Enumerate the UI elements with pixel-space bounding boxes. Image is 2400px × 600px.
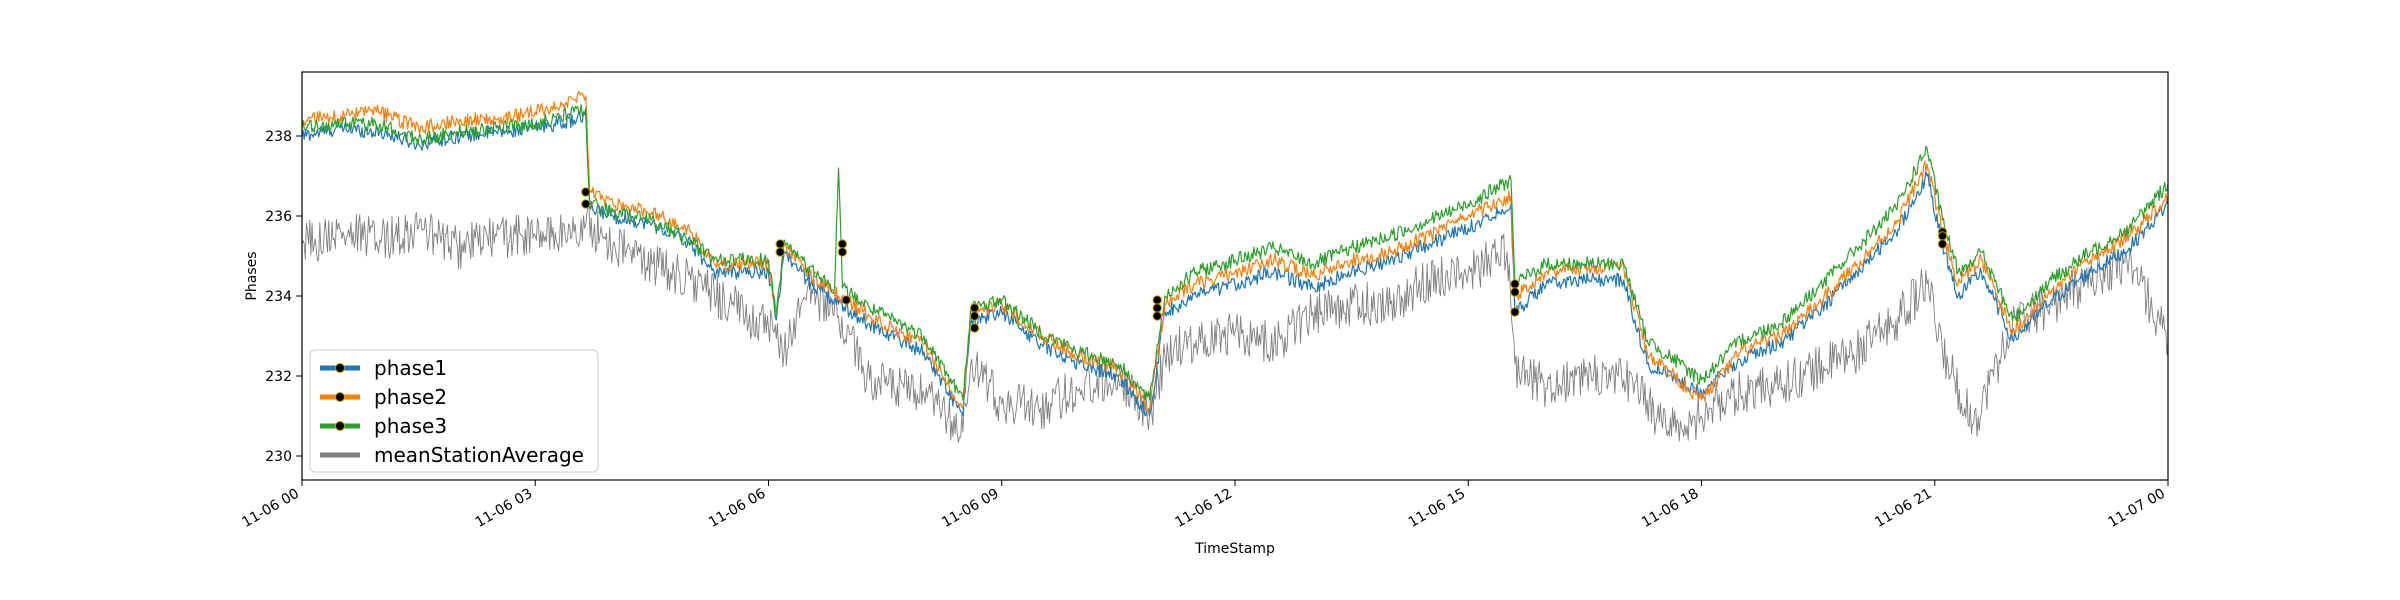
plot-content — [302, 90, 2168, 443]
anomaly-marker — [581, 199, 591, 209]
anomaly-marker — [1937, 231, 1948, 241]
anomaly-marker — [1152, 311, 1162, 321]
x-tick-label: 11-06 12 — [1172, 486, 1235, 531]
anomaly-marker — [775, 247, 785, 257]
y-tick-label: 230 — [265, 449, 292, 465]
anomaly-marker — [969, 303, 980, 313]
anomaly-marker — [1152, 303, 1162, 313]
legend-label-meanStationAverage: meanStationAverage — [374, 443, 584, 467]
y-axis: 230 232 234 236 238 — [265, 129, 302, 465]
anomaly-marker — [775, 239, 785, 249]
y-tick-label: 238 — [265, 129, 292, 145]
legend-label-phase1: phase1 — [374, 356, 447, 380]
x-tick-label: 11-06 06 — [706, 486, 769, 531]
anomaly-marker — [969, 311, 980, 321]
anomaly-marker — [581, 187, 591, 197]
y-tick-label: 234 — [265, 289, 292, 305]
y-tick-label: 232 — [265, 369, 292, 385]
x-tick-label: 11-06 00 — [239, 486, 302, 531]
anomaly-marker — [969, 323, 980, 333]
legend: phase1 phase2 phase3 meanStationAverage — [309, 349, 599, 473]
legend-marker — [335, 363, 345, 373]
y-tick-label: 236 — [265, 209, 292, 225]
legend-marker — [335, 421, 345, 431]
series-line-meanStationAverage — [302, 206, 2168, 443]
series-line-phase3 — [302, 104, 2168, 401]
legend-label-phase2: phase2 — [374, 385, 447, 409]
y-axis-label: Phases — [244, 251, 260, 300]
anomaly-marker — [1937, 239, 1948, 249]
anomaly-marker — [1152, 295, 1162, 305]
series-line-phase1 — [302, 111, 2168, 417]
x-tick-label: 11-06 15 — [1406, 486, 1469, 531]
anomaly-marker — [841, 295, 851, 305]
x-tick-label: 11-07 00 — [2105, 486, 2168, 531]
series-line-phase2 — [302, 90, 2168, 413]
x-axis: 11-06 00 11-06 03 11-06 06 11-06 09 11-06 12… — [239, 480, 2169, 531]
anomaly-marker — [1510, 307, 1520, 317]
anomaly-marker — [837, 239, 848, 249]
legend-label-phase3: phase3 — [374, 414, 447, 438]
x-tick-label: 11-06 18 — [1639, 486, 1702, 531]
x-axis-label: TimeStamp — [1194, 541, 1275, 557]
legend-box — [309, 349, 599, 473]
anomaly-marker — [1510, 287, 1520, 297]
legend-marker — [335, 392, 345, 402]
x-tick-label: 11-06 03 — [473, 486, 536, 531]
anomaly-marker — [837, 247, 848, 257]
x-tick-label: 11-06 09 — [939, 486, 1002, 531]
anomaly-marker — [1510, 279, 1520, 289]
x-tick-label: 11-06 21 — [1872, 486, 1935, 531]
